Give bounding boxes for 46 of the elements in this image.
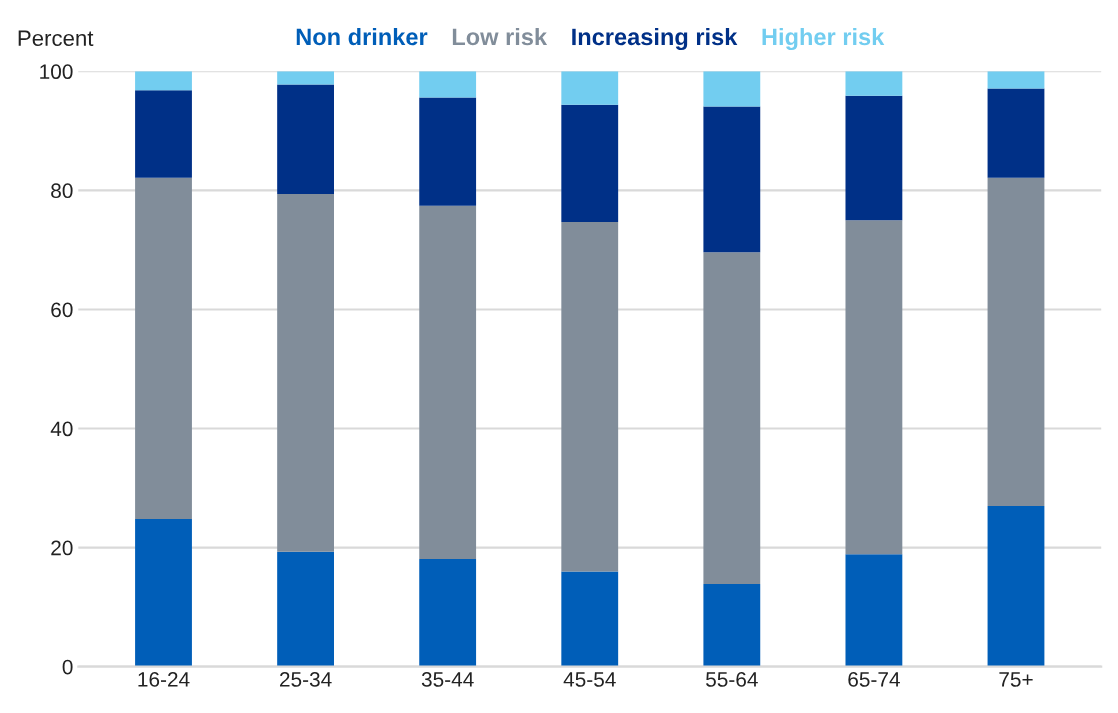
text: Non drinker [296,27,428,46]
bar [419,205,477,559]
bar [135,519,192,667]
bar [135,177,192,520]
bar [703,252,761,584]
bar [277,71,334,85]
x-tick-label: 75+ [999,672,1033,687]
x-tick-label: 35-44 [421,672,474,687]
text: Increasing risk [572,27,738,51]
x-tick-label: 55-64 [706,672,758,687]
series-label: Higher risk [762,27,885,51]
bar [987,88,1045,178]
bar [845,71,903,96]
bar [277,84,334,194]
x-tick-label: 45-54 [563,672,616,687]
bar [277,193,334,552]
y-tick-label: 40 [50,421,73,437]
y-tick-label: 20 [51,540,73,556]
bar [561,71,619,105]
y-axis-title: Percent [18,30,94,47]
bar [419,71,477,98]
bar [135,90,192,178]
bar [845,95,903,221]
x-tick-label: 16-24 [138,672,190,687]
y-tick-label: 100 [40,64,73,80]
y-tick-label: 0 [62,659,73,675]
bar [845,554,903,667]
bar [703,71,761,107]
text: Low risk [452,27,548,46]
bar [703,583,761,667]
bar [277,551,334,667]
x-tick-label: 65-74 [848,672,900,687]
bar [135,71,192,91]
bar [419,97,477,206]
bar [987,505,1045,667]
bar [987,71,1045,89]
bar [561,221,619,572]
bar [703,106,761,253]
bar [561,571,619,667]
bar [987,177,1045,506]
x-tick-label: 25-34 [280,672,332,687]
y-tick-label: 80 [51,183,73,199]
bar [845,220,903,555]
y-tick-label: 60 [51,302,73,318]
bar [419,558,477,667]
bar [561,104,619,222]
